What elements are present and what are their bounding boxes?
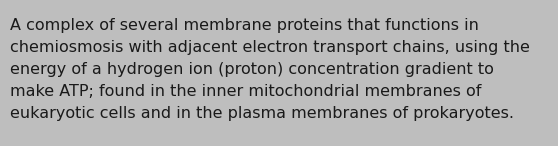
Text: A complex of several membrane proteins that functions in: A complex of several membrane proteins t… [10, 18, 479, 33]
Text: energy of a hydrogen ion (proton) concentration gradient to: energy of a hydrogen ion (proton) concen… [10, 62, 494, 77]
Text: eukaryotic cells and in the plasma membranes of prokaryotes.: eukaryotic cells and in the plasma membr… [10, 106, 514, 121]
Text: chemiosmosis with adjacent electron transport chains, using the: chemiosmosis with adjacent electron tran… [10, 40, 530, 55]
Text: make ATP; found in the inner mitochondrial membranes of: make ATP; found in the inner mitochondri… [10, 84, 482, 99]
